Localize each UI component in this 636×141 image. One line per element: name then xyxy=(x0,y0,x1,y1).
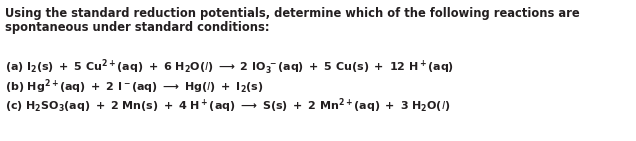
Text: $\bf{(c)\ H_2SO_3(aq)\ +\ 2\ Mn(s)\ +\ 4\ H^+(aq)\ \longrightarrow\ S(s)\ +\ 2\ : $\bf{(c)\ H_2SO_3(aq)\ +\ 2\ Mn(s)\ +\ 4… xyxy=(5,96,450,115)
Text: $\bf{(b)\ Hg^{2+}(aq)\ +\ 2\ I^-(aq)\ \longrightarrow\ Hg(\mathit{l})\ +\ I_2(s): $\bf{(b)\ Hg^{2+}(aq)\ +\ 2\ I^-(aq)\ \l… xyxy=(5,77,264,96)
Text: Using the standard reduction potentials, determine which of the following reacti: Using the standard reduction potentials,… xyxy=(5,7,579,20)
Text: spontaneous under standard conditions:: spontaneous under standard conditions: xyxy=(5,21,270,34)
Text: $\bf{(a)\ I_2(s)\ +\ 5\ Cu^{2+}(aq)\ +\ 6\ H_2O(\mathit{l})\ \longrightarrow\ 2\: $\bf{(a)\ I_2(s)\ +\ 5\ Cu^{2+}(aq)\ +\ … xyxy=(5,57,454,77)
